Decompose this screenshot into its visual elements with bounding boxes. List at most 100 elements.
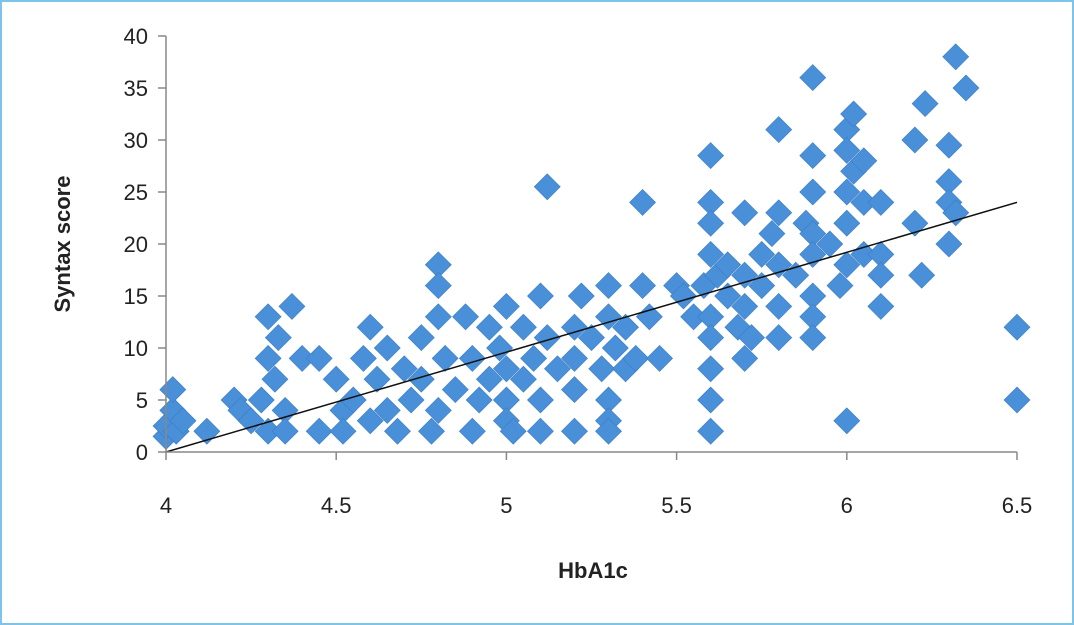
y-tick-label: 40 bbox=[124, 24, 148, 49]
scatter-point bbox=[731, 199, 759, 227]
scatter-point bbox=[588, 355, 616, 383]
scatter-point bbox=[424, 396, 452, 424]
scatter-point bbox=[384, 417, 411, 445]
scatter-point bbox=[486, 334, 514, 362]
scatter-point bbox=[578, 324, 605, 352]
scatter-point bbox=[731, 344, 759, 372]
y-tick-label: 25 bbox=[124, 180, 148, 205]
scatter-point bbox=[612, 313, 639, 341]
y-tick-label: 5 bbox=[136, 388, 148, 413]
scatter-point bbox=[254, 344, 282, 372]
scatter-point bbox=[350, 344, 377, 372]
scatter-point bbox=[697, 142, 725, 170]
scatter-point bbox=[475, 365, 503, 393]
x-axis-title: HbA1c bbox=[558, 558, 628, 583]
scatter-point bbox=[901, 126, 929, 154]
scatter-point bbox=[799, 142, 827, 170]
scatter-point bbox=[646, 344, 674, 372]
scatter-point bbox=[833, 407, 861, 435]
scatter-point bbox=[833, 178, 861, 206]
scatter-point bbox=[465, 386, 493, 414]
scatter-point bbox=[339, 386, 367, 414]
scatter-point bbox=[509, 313, 537, 341]
scatter-point bbox=[833, 209, 861, 237]
scatter-point bbox=[271, 417, 299, 445]
scatter-point bbox=[418, 417, 445, 445]
scatter-point bbox=[159, 376, 187, 404]
x-tick-label: 5.5 bbox=[661, 493, 692, 518]
y-tick-label: 20 bbox=[124, 232, 148, 257]
scatter-point bbox=[373, 396, 401, 424]
scatter-point bbox=[169, 407, 197, 435]
y-tick-label: 0 bbox=[136, 440, 148, 465]
scatter-point bbox=[1003, 386, 1031, 414]
data-points bbox=[152, 43, 1031, 450]
y-axis-title: Syntax score bbox=[50, 176, 75, 313]
scatter-point bbox=[424, 272, 452, 300]
scatter-point bbox=[748, 240, 776, 268]
scatter-point bbox=[356, 313, 384, 341]
scatter-point bbox=[407, 324, 435, 352]
scatter-point bbox=[765, 251, 793, 279]
scatter-point bbox=[697, 355, 725, 383]
scatter-point bbox=[458, 417, 486, 445]
scatter-point bbox=[867, 261, 895, 289]
scatter-point bbox=[942, 199, 970, 227]
trendline bbox=[165, 201, 1018, 453]
scatter-point bbox=[765, 292, 793, 320]
scatter-point bbox=[520, 344, 548, 372]
x-tick-label: 6 bbox=[841, 493, 853, 518]
scatter-point bbox=[765, 324, 793, 352]
scatter-point bbox=[799, 64, 827, 92]
scatter-point bbox=[533, 173, 561, 201]
scatter-point bbox=[595, 272, 622, 300]
y-tick-label: 35 bbox=[124, 76, 148, 101]
scatter-point bbox=[911, 90, 939, 118]
scatter-point bbox=[305, 417, 333, 445]
scatter-point bbox=[850, 147, 878, 175]
scatter-point bbox=[840, 100, 868, 128]
scatter-point bbox=[264, 324, 292, 352]
scatter-point bbox=[441, 376, 469, 404]
scatter-point bbox=[629, 272, 656, 300]
trendline-layer bbox=[165, 201, 1018, 453]
scatter-point bbox=[527, 386, 554, 414]
scatter-point bbox=[731, 261, 759, 289]
scatter-point bbox=[278, 292, 306, 320]
scatter-point bbox=[424, 303, 452, 331]
scatter-point bbox=[329, 417, 357, 445]
scatter-point bbox=[452, 303, 479, 331]
scatter-point bbox=[799, 178, 827, 206]
scatter-point bbox=[567, 282, 595, 310]
scatter-point bbox=[826, 272, 854, 300]
scatter-point bbox=[305, 344, 333, 372]
scatter-point bbox=[867, 188, 895, 216]
y-tick-label: 10 bbox=[124, 336, 148, 361]
scatter-point bbox=[799, 324, 827, 352]
scatter-point bbox=[731, 292, 759, 320]
scatter-point bbox=[254, 303, 282, 331]
x-tick-label: 6.5 bbox=[1002, 493, 1033, 518]
scatter-point bbox=[544, 355, 571, 383]
scatter-point bbox=[697, 386, 725, 414]
scatter-point bbox=[714, 251, 742, 279]
scatter-point bbox=[527, 282, 554, 310]
scatter-point bbox=[935, 230, 963, 258]
scatter-point bbox=[561, 344, 588, 372]
scatter-point bbox=[561, 376, 588, 404]
scatter-point bbox=[247, 386, 275, 414]
x-tick-label: 4 bbox=[160, 493, 172, 518]
scatter-point bbox=[935, 131, 963, 159]
scatter-point bbox=[758, 220, 786, 248]
scatter-point bbox=[533, 324, 561, 352]
scatter-point bbox=[697, 417, 725, 445]
scatter-point bbox=[833, 136, 861, 164]
scatter-point bbox=[499, 417, 527, 445]
scatter-point bbox=[431, 344, 459, 372]
scatter-point bbox=[458, 344, 486, 372]
scatter-point bbox=[373, 334, 401, 362]
y-tick-label: 30 bbox=[124, 128, 148, 153]
scatter-point bbox=[952, 74, 980, 102]
scatter-point bbox=[561, 417, 588, 445]
